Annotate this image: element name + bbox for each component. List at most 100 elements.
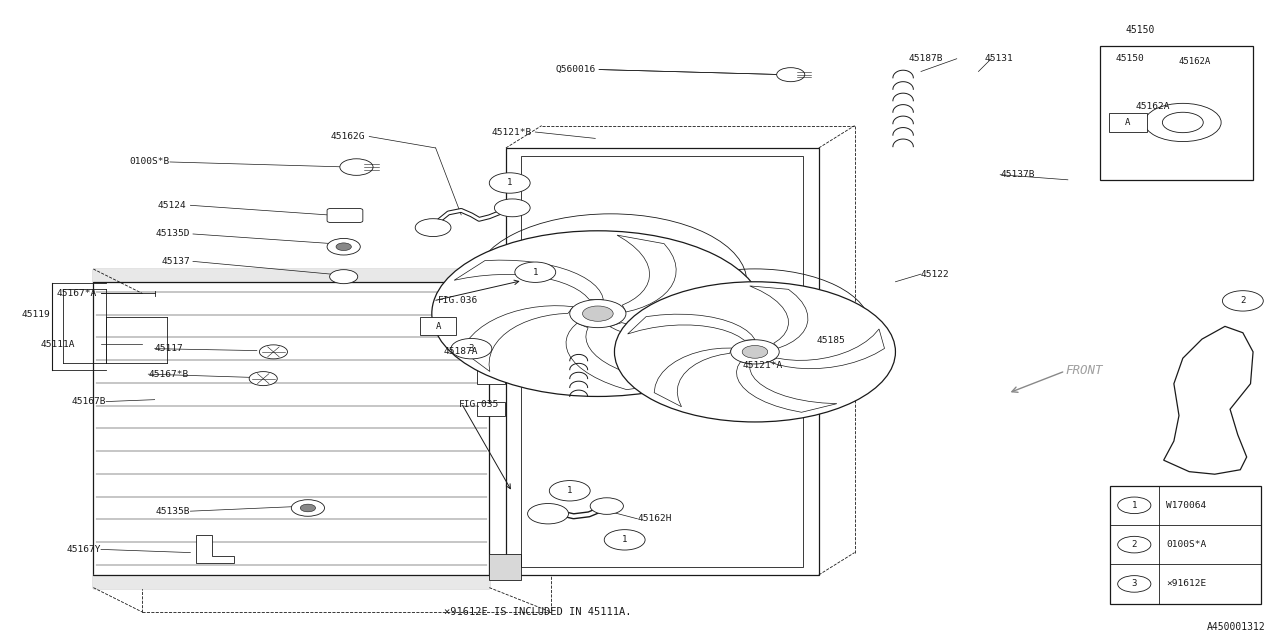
Text: 1: 1: [1132, 501, 1137, 510]
Text: 45135B: 45135B: [156, 507, 191, 516]
Text: 45150: 45150: [1115, 54, 1144, 63]
Bar: [1110, 486, 1261, 604]
Text: FIG.036: FIG.036: [438, 296, 479, 305]
Circle shape: [328, 239, 360, 255]
Bar: [93, 269, 489, 588]
Text: 45124: 45124: [157, 201, 187, 210]
Text: 45137B: 45137B: [1000, 170, 1034, 179]
Text: 45131: 45131: [984, 54, 1014, 63]
Text: 45167Y: 45167Y: [67, 545, 101, 554]
Polygon shape: [617, 235, 676, 312]
Text: 3: 3: [468, 344, 474, 353]
Polygon shape: [462, 306, 573, 371]
Circle shape: [1162, 112, 1203, 132]
Text: Q560016: Q560016: [556, 65, 595, 74]
Circle shape: [1117, 497, 1151, 514]
Polygon shape: [750, 286, 808, 348]
Bar: [1108, 113, 1147, 132]
Text: 1: 1: [507, 179, 512, 188]
Bar: [476, 306, 504, 320]
Text: 45162A: 45162A: [1135, 102, 1170, 111]
Circle shape: [451, 339, 492, 359]
Circle shape: [604, 530, 645, 550]
Text: 2: 2: [1240, 296, 1245, 305]
Circle shape: [742, 346, 768, 358]
Circle shape: [590, 498, 623, 515]
Circle shape: [340, 159, 372, 175]
Text: A: A: [1125, 118, 1130, 127]
Bar: [476, 401, 504, 415]
Text: 45111A: 45111A: [41, 340, 76, 349]
FancyBboxPatch shape: [328, 209, 362, 223]
Text: A450001312: A450001312: [1207, 622, 1266, 632]
Text: 45162G: 45162G: [332, 132, 365, 141]
Text: 1: 1: [622, 535, 627, 545]
Circle shape: [582, 306, 613, 321]
Circle shape: [494, 199, 530, 217]
Circle shape: [777, 68, 805, 82]
Text: 45187B: 45187B: [909, 54, 942, 63]
Circle shape: [570, 300, 626, 328]
Bar: [476, 370, 504, 384]
Text: 3: 3: [1132, 579, 1137, 588]
Circle shape: [1144, 103, 1221, 141]
Bar: [506, 148, 819, 575]
Text: 45167*B: 45167*B: [148, 370, 188, 379]
Text: ×91612E: ×91612E: [1166, 579, 1207, 588]
Polygon shape: [769, 329, 884, 369]
Circle shape: [431, 231, 764, 396]
Text: ×91612E IS INCLUDED IN 45111A.: ×91612E IS INCLUDED IN 45111A.: [444, 607, 631, 617]
Text: FIG.035: FIG.035: [458, 399, 499, 408]
Text: 45167B: 45167B: [72, 397, 106, 406]
Polygon shape: [1164, 326, 1253, 474]
Text: 45119: 45119: [22, 310, 50, 319]
Circle shape: [1117, 575, 1151, 592]
Circle shape: [515, 262, 556, 282]
Polygon shape: [196, 536, 234, 563]
Text: FRONT: FRONT: [1065, 364, 1103, 378]
Polygon shape: [736, 362, 837, 412]
Bar: [1100, 46, 1253, 180]
Text: 45187A: 45187A: [443, 348, 477, 356]
Circle shape: [731, 340, 780, 364]
Circle shape: [1117, 536, 1151, 553]
Bar: [489, 554, 521, 580]
Circle shape: [489, 173, 530, 193]
Circle shape: [292, 500, 325, 516]
Circle shape: [527, 504, 568, 524]
Text: 45162H: 45162H: [637, 515, 672, 524]
Polygon shape: [454, 260, 603, 300]
Circle shape: [415, 219, 451, 237]
Text: 45117: 45117: [155, 344, 183, 353]
Circle shape: [250, 372, 278, 386]
Text: 0100S*B: 0100S*B: [129, 157, 170, 166]
Bar: [142, 293, 550, 612]
Polygon shape: [654, 348, 732, 407]
Text: 45122: 45122: [922, 269, 950, 278]
Bar: [476, 338, 504, 352]
Text: 1: 1: [532, 268, 538, 276]
Bar: [521, 156, 804, 567]
Text: 45185: 45185: [817, 336, 845, 345]
Circle shape: [337, 243, 351, 250]
Text: 45162A: 45162A: [1179, 58, 1211, 67]
Circle shape: [614, 282, 896, 422]
Text: 45121*B: 45121*B: [492, 127, 531, 136]
Text: 1: 1: [567, 486, 572, 495]
Text: A: A: [435, 322, 440, 331]
Circle shape: [260, 345, 288, 359]
Polygon shape: [609, 298, 754, 340]
Circle shape: [301, 504, 316, 512]
Text: 2: 2: [1132, 540, 1137, 549]
Polygon shape: [566, 323, 675, 390]
Bar: [420, 317, 456, 335]
Circle shape: [330, 269, 357, 284]
Text: 45167*A: 45167*A: [56, 289, 97, 298]
Circle shape: [549, 481, 590, 501]
Bar: [489, 276, 521, 304]
Text: 45137: 45137: [161, 257, 191, 266]
Text: 45150: 45150: [1125, 25, 1155, 35]
Circle shape: [1222, 291, 1263, 311]
Text: 0100S*A: 0100S*A: [1166, 540, 1207, 549]
Text: 45121*A: 45121*A: [742, 362, 782, 371]
